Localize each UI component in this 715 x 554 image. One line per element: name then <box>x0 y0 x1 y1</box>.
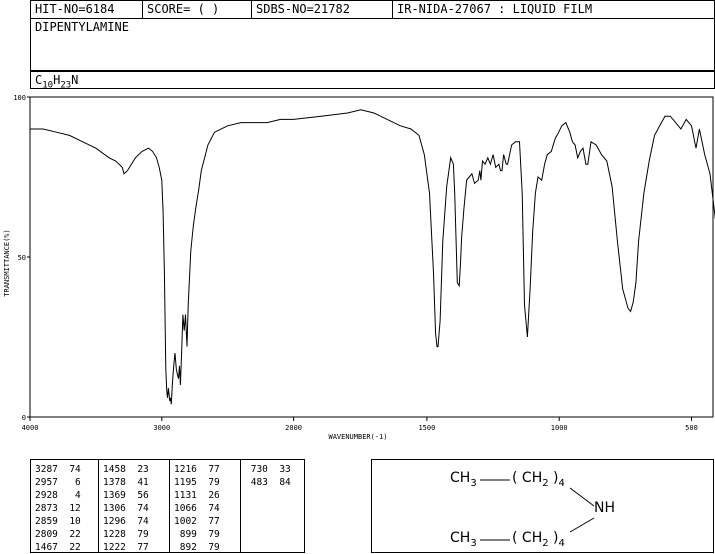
upper-group: ( CH2 )4 <box>512 470 565 489</box>
score-field: SCORE= ( ) <box>143 1 252 18</box>
x-tick-label: 1000 <box>551 424 568 432</box>
peak-column: 730 33 483 84 <box>245 463 291 489</box>
x-tick-label: 2000 <box>285 424 302 432</box>
axis-ticks: 4000 3000 2000 1500 1000 500 0 50 100 <box>13 94 697 432</box>
peak-row: 892 79 <box>174 542 220 553</box>
bond-lines <box>480 479 595 541</box>
peak-row: 2873 12 <box>35 503 81 514</box>
y-tick-label: 0 <box>22 414 26 422</box>
x-tick-label: 500 <box>685 424 698 432</box>
peak-column: 1458 23 1378 41 1369 56 1306 74 1296 74 1228 … <box>103 463 149 554</box>
x-tick-label: 1500 <box>418 424 435 432</box>
peak-column: 3287 74 2957 6 2928 4 2873 12 2859 10 2809 22… <box>35 463 81 554</box>
peak-row: 1228 79 <box>103 529 149 540</box>
amine-nh: NH <box>594 500 615 516</box>
sdbs-number: SDBS-NO=21782 <box>252 1 393 18</box>
x-axis-label: WAVENUMBER(-1) <box>328 433 387 441</box>
plot-frame <box>29 96 714 418</box>
peak-row: 2928 4 <box>35 490 81 501</box>
y-tick-label: 50 <box>18 254 26 262</box>
peak-table: 3287 74 2957 6 2928 4 2873 12 2859 10 2809 22… <box>30 459 305 553</box>
lower-chain: CH3 <box>450 530 477 549</box>
peak-column: 1216 77 1195 79 1131 26 1066 74 1002 77 899 … <box>174 463 220 554</box>
formula-box: C10H23N <box>30 71 715 91</box>
peak-row: 1296 74 <box>103 516 149 527</box>
peak-row: 1002 77 <box>174 516 220 527</box>
peak-row: 1458 23 <box>103 464 149 475</box>
peak-row: 2957 6 <box>35 477 81 488</box>
peak-row: 1306 74 <box>103 503 149 514</box>
peak-row: 1222 77 <box>103 542 149 553</box>
peak-row: 2809 22 <box>35 529 81 540</box>
y-axis-label: TRANSMITTANCE(%) <box>3 229 11 296</box>
peak-row: 1378 41 <box>103 477 149 488</box>
peak-row: 1467 22 <box>35 542 81 553</box>
hit-number: HIT-NO=6184 <box>31 1 143 18</box>
peak-row: 483 84 <box>245 477 291 488</box>
peak-row: 3287 74 <box>35 464 81 475</box>
peak-row: 1216 77 <box>174 464 220 475</box>
x-tick-label: 4000 <box>22 424 39 432</box>
upper-chain: CH3 <box>450 470 477 489</box>
peak-row: 730 33 <box>245 464 291 475</box>
compound-name: DIPENTYLAMINE <box>35 20 129 34</box>
spectrum-line <box>30 109 715 405</box>
header-bar: HIT-NO=6184 SCORE= ( ) SDBS-NO=21782 IR-… <box>30 0 715 19</box>
peak-row: 2859 10 <box>35 516 81 527</box>
molecular-formula: C10H23N <box>35 73 79 91</box>
lower-group: ( CH2 )4 <box>512 530 565 549</box>
ir-spectrum-chart: 4000 3000 2000 1500 1000 500 0 50 100 WAVENUMBER… <box>3 94 715 441</box>
y-tick-label: 100 <box>13 94 26 102</box>
peak-row: 1131 26 <box>174 490 220 501</box>
peak-row: 1066 74 <box>174 503 220 514</box>
measurement-method: IR-NIDA-27067 : LIQUID FILM <box>397 2 593 16</box>
x-tick-label: 3000 <box>153 424 170 432</box>
peak-row: 1195 79 <box>174 477 220 488</box>
structure-diagram: CH3 ( CH2 )4 NH CH3 ( CH2 )4 <box>371 459 714 553</box>
peak-row: 1369 56 <box>103 490 149 501</box>
compound-name-box: DIPENTYLAMINE <box>30 18 715 71</box>
peak-row: 899 79 <box>174 529 220 540</box>
